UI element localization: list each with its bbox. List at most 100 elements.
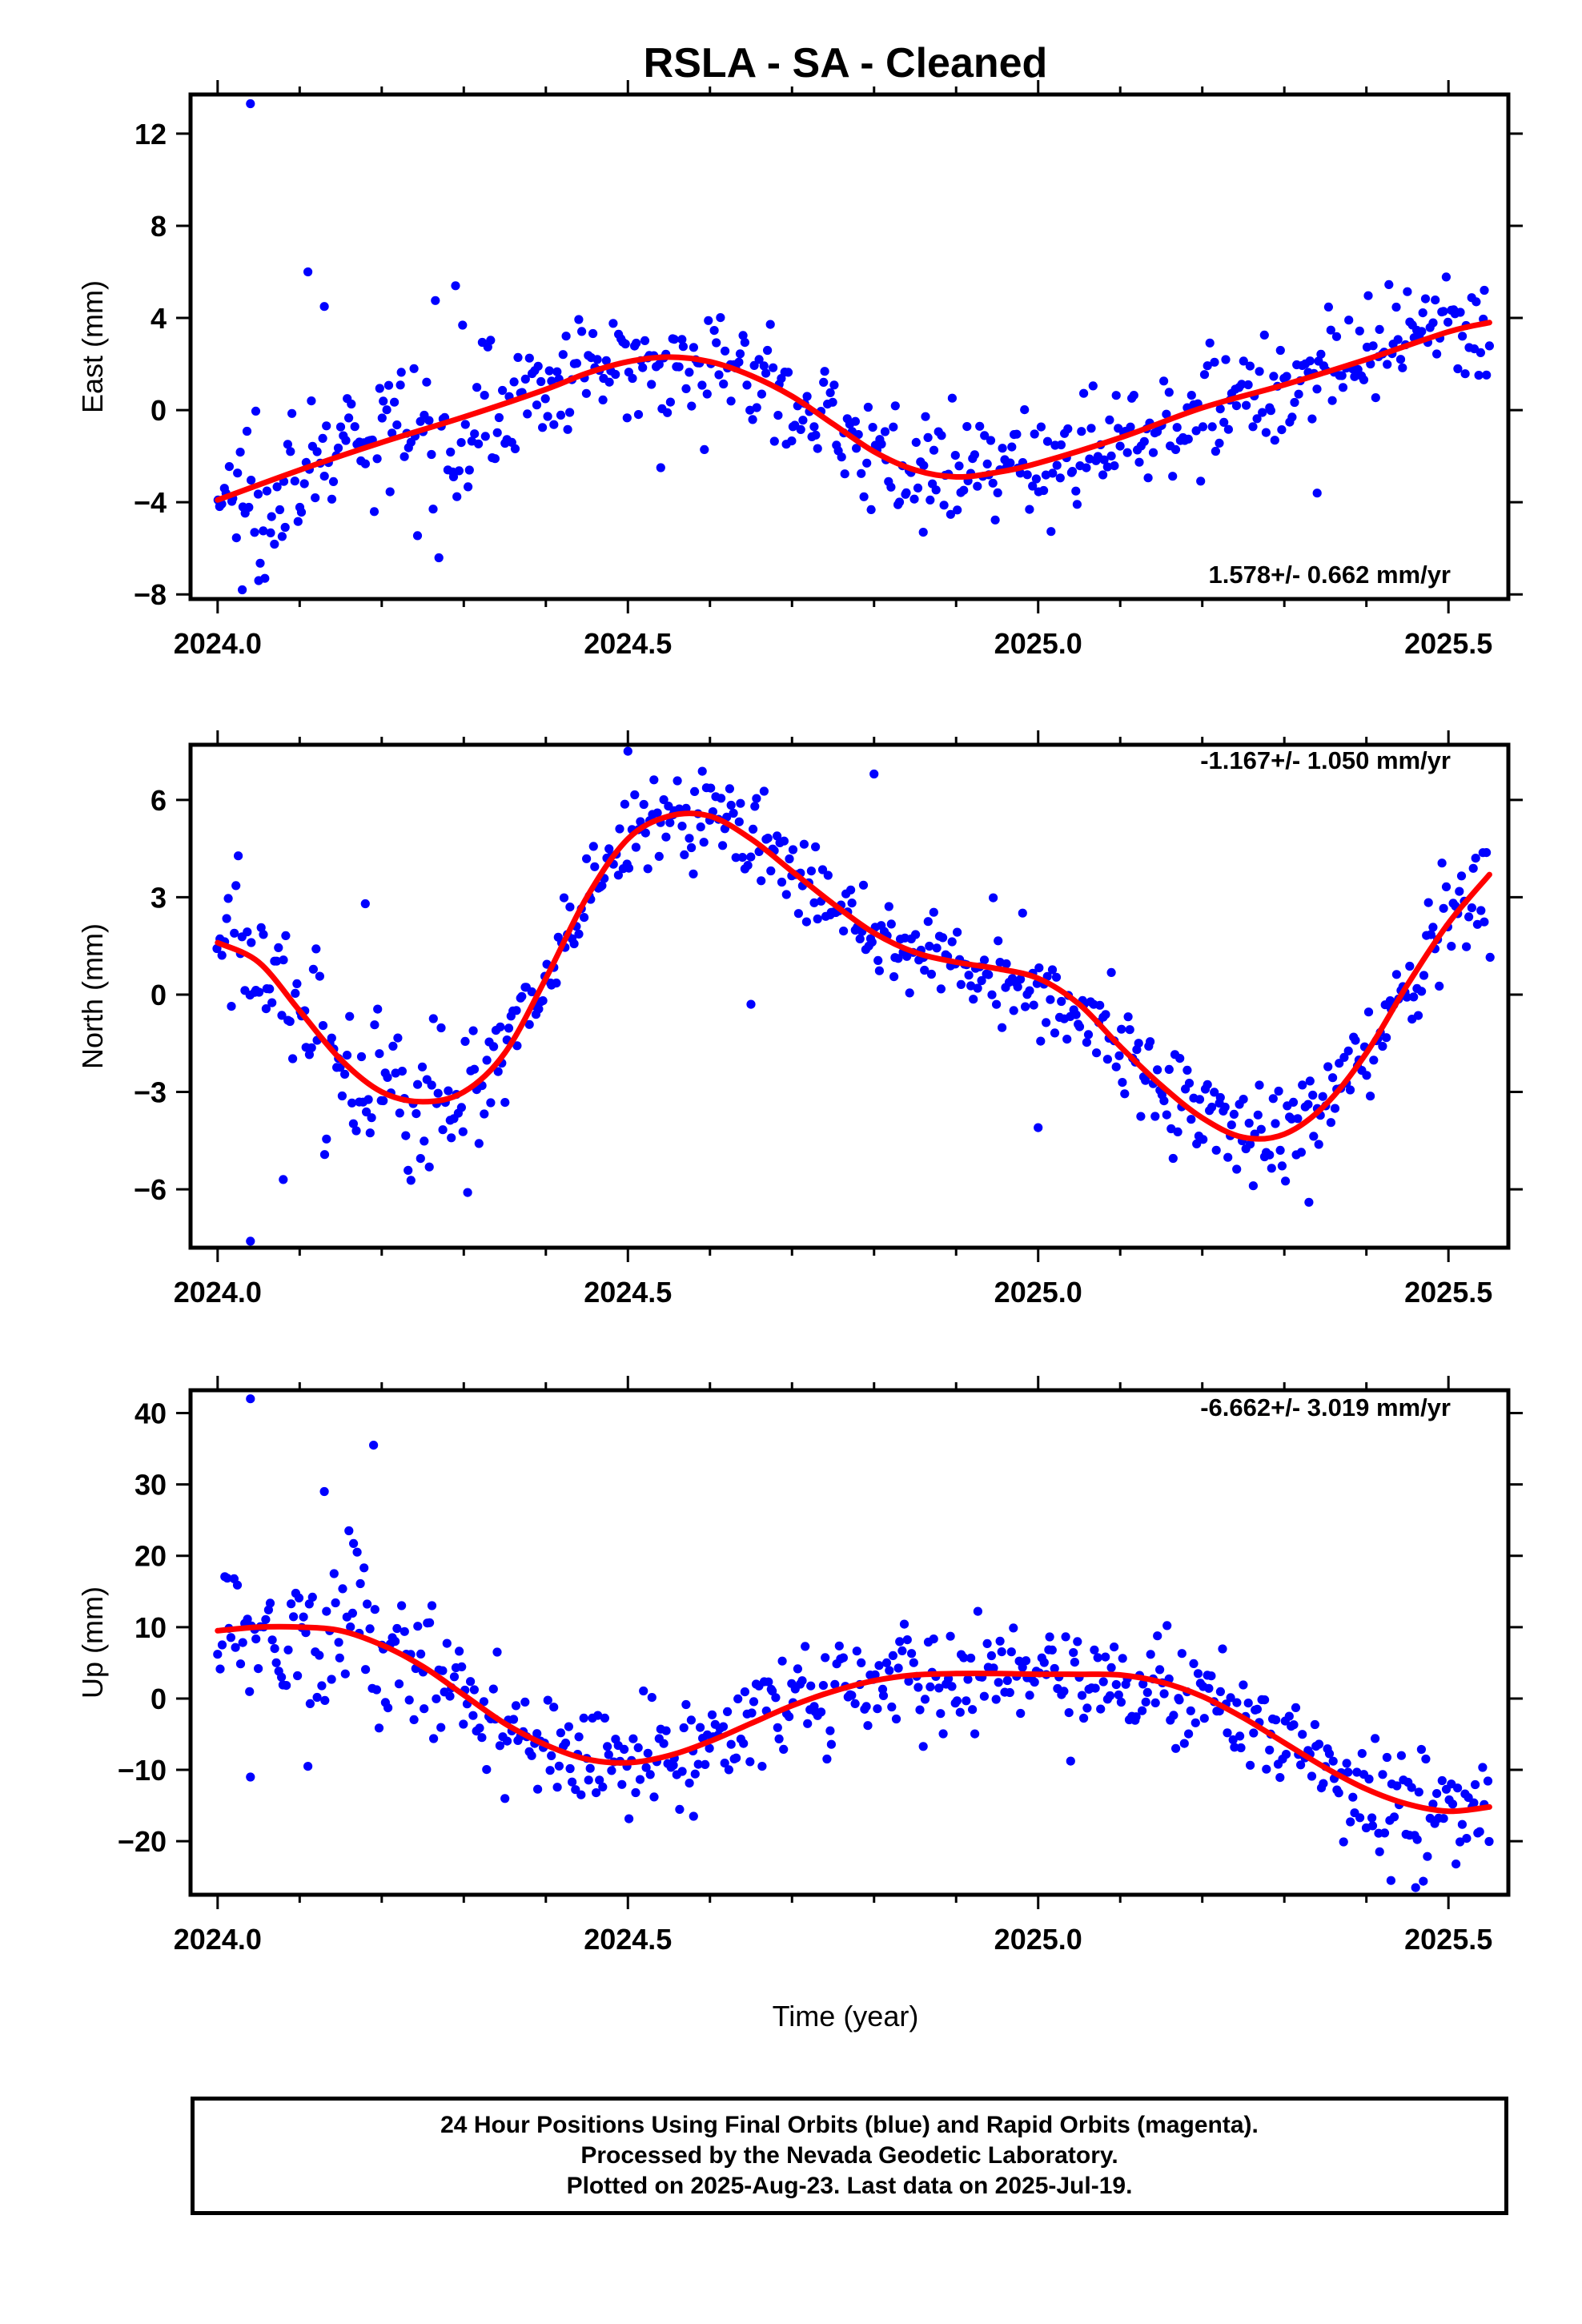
data-point xyxy=(556,410,566,420)
data-point xyxy=(1215,1092,1225,1103)
data-point xyxy=(472,383,482,392)
data-point xyxy=(342,1051,352,1060)
data-point xyxy=(785,1712,794,1722)
data-point xyxy=(749,1697,759,1707)
data-point xyxy=(1050,1028,1060,1038)
data-point xyxy=(719,379,729,389)
y-ticks xyxy=(176,1412,1523,1843)
data-point xyxy=(752,403,761,412)
data-point xyxy=(238,1638,247,1647)
data-point xyxy=(348,1119,358,1128)
data-point xyxy=(259,526,268,536)
data-point xyxy=(989,893,998,903)
data-point xyxy=(333,443,343,453)
data-point xyxy=(1339,1052,1349,1062)
data-point xyxy=(1338,383,1348,392)
data-point xyxy=(355,1578,365,1589)
data-point xyxy=(243,927,252,937)
data-point xyxy=(1069,1648,1078,1658)
data-point xyxy=(287,408,297,418)
data-point xyxy=(1186,391,1196,400)
data-point xyxy=(1467,903,1476,913)
data-point xyxy=(709,326,719,336)
data-point xyxy=(674,362,684,372)
data-point xyxy=(1021,1002,1030,1011)
data-point xyxy=(989,1663,998,1673)
data-point xyxy=(246,1236,255,1246)
data-point xyxy=(863,402,873,412)
rate-annotation: -1.167+/- 1.050 mm/yr xyxy=(1200,746,1451,774)
x-tick-label: 2024.5 xyxy=(584,627,672,660)
data-point xyxy=(489,1042,499,1051)
data-point xyxy=(292,979,302,988)
data-point xyxy=(1457,1819,1467,1829)
data-point xyxy=(830,1679,840,1689)
data-point xyxy=(428,1014,438,1023)
data-point xyxy=(322,421,331,431)
data-point xyxy=(538,996,548,1006)
data-point xyxy=(861,1702,871,1711)
data-point xyxy=(1215,438,1224,448)
data-point xyxy=(866,505,876,515)
data-point xyxy=(749,360,759,370)
data-point xyxy=(1205,338,1215,348)
data-point xyxy=(1480,917,1489,927)
data-point xyxy=(733,1694,743,1703)
data-point xyxy=(1402,992,1411,1002)
data-point xyxy=(887,1702,897,1712)
data-point xyxy=(1478,1763,1488,1772)
data-point xyxy=(1417,327,1427,336)
data-point xyxy=(938,933,948,943)
data-point xyxy=(918,1742,928,1751)
data-point xyxy=(1468,863,1478,873)
data-point xyxy=(549,1703,559,1712)
data-point xyxy=(1367,1813,1377,1823)
data-point xyxy=(894,497,905,507)
data-point xyxy=(523,409,532,419)
data-point xyxy=(1382,1033,1391,1043)
data-point xyxy=(995,1636,1005,1646)
data-point xyxy=(534,1004,544,1014)
data-point xyxy=(1237,380,1247,389)
data-point xyxy=(1189,1659,1199,1668)
data-point xyxy=(1239,1095,1248,1104)
data-point xyxy=(263,1605,273,1614)
data-point xyxy=(659,795,669,805)
data-point xyxy=(1169,1711,1178,1720)
data-point xyxy=(282,1681,291,1691)
data-point xyxy=(242,426,252,436)
data-point xyxy=(265,984,275,994)
data-point xyxy=(761,368,771,378)
data-point xyxy=(1277,425,1287,435)
data-point xyxy=(480,391,489,400)
data-point xyxy=(1244,1118,1254,1128)
data-point xyxy=(1343,1046,1353,1055)
data-point xyxy=(1275,1773,1285,1783)
data-point xyxy=(1025,986,1034,995)
data-point xyxy=(600,1713,610,1723)
data-point xyxy=(1141,1697,1150,1707)
data-point xyxy=(934,1683,944,1693)
data-point xyxy=(631,842,641,852)
data-point xyxy=(1052,460,1062,470)
data-point xyxy=(759,786,769,796)
data-point xyxy=(294,1593,304,1602)
data-point xyxy=(608,319,618,328)
data-point xyxy=(259,930,268,939)
data-point xyxy=(1367,1821,1378,1831)
data-point xyxy=(1111,1679,1121,1690)
rate-annotation: 1.578+/- 0.662 mm/yr xyxy=(1209,561,1451,589)
data-point xyxy=(1364,1774,1374,1784)
data-point xyxy=(1456,1837,1465,1847)
data-point xyxy=(1235,1731,1245,1741)
data-point xyxy=(1431,296,1440,305)
data-point xyxy=(327,494,337,504)
data-point xyxy=(1070,1658,1079,1667)
data-point xyxy=(1153,1065,1162,1075)
data-point xyxy=(1256,1124,1266,1134)
data-point xyxy=(1298,1080,1307,1090)
x-tick-label: 2024.0 xyxy=(174,1923,262,1956)
data-point xyxy=(806,1681,816,1691)
data-point xyxy=(622,413,632,423)
